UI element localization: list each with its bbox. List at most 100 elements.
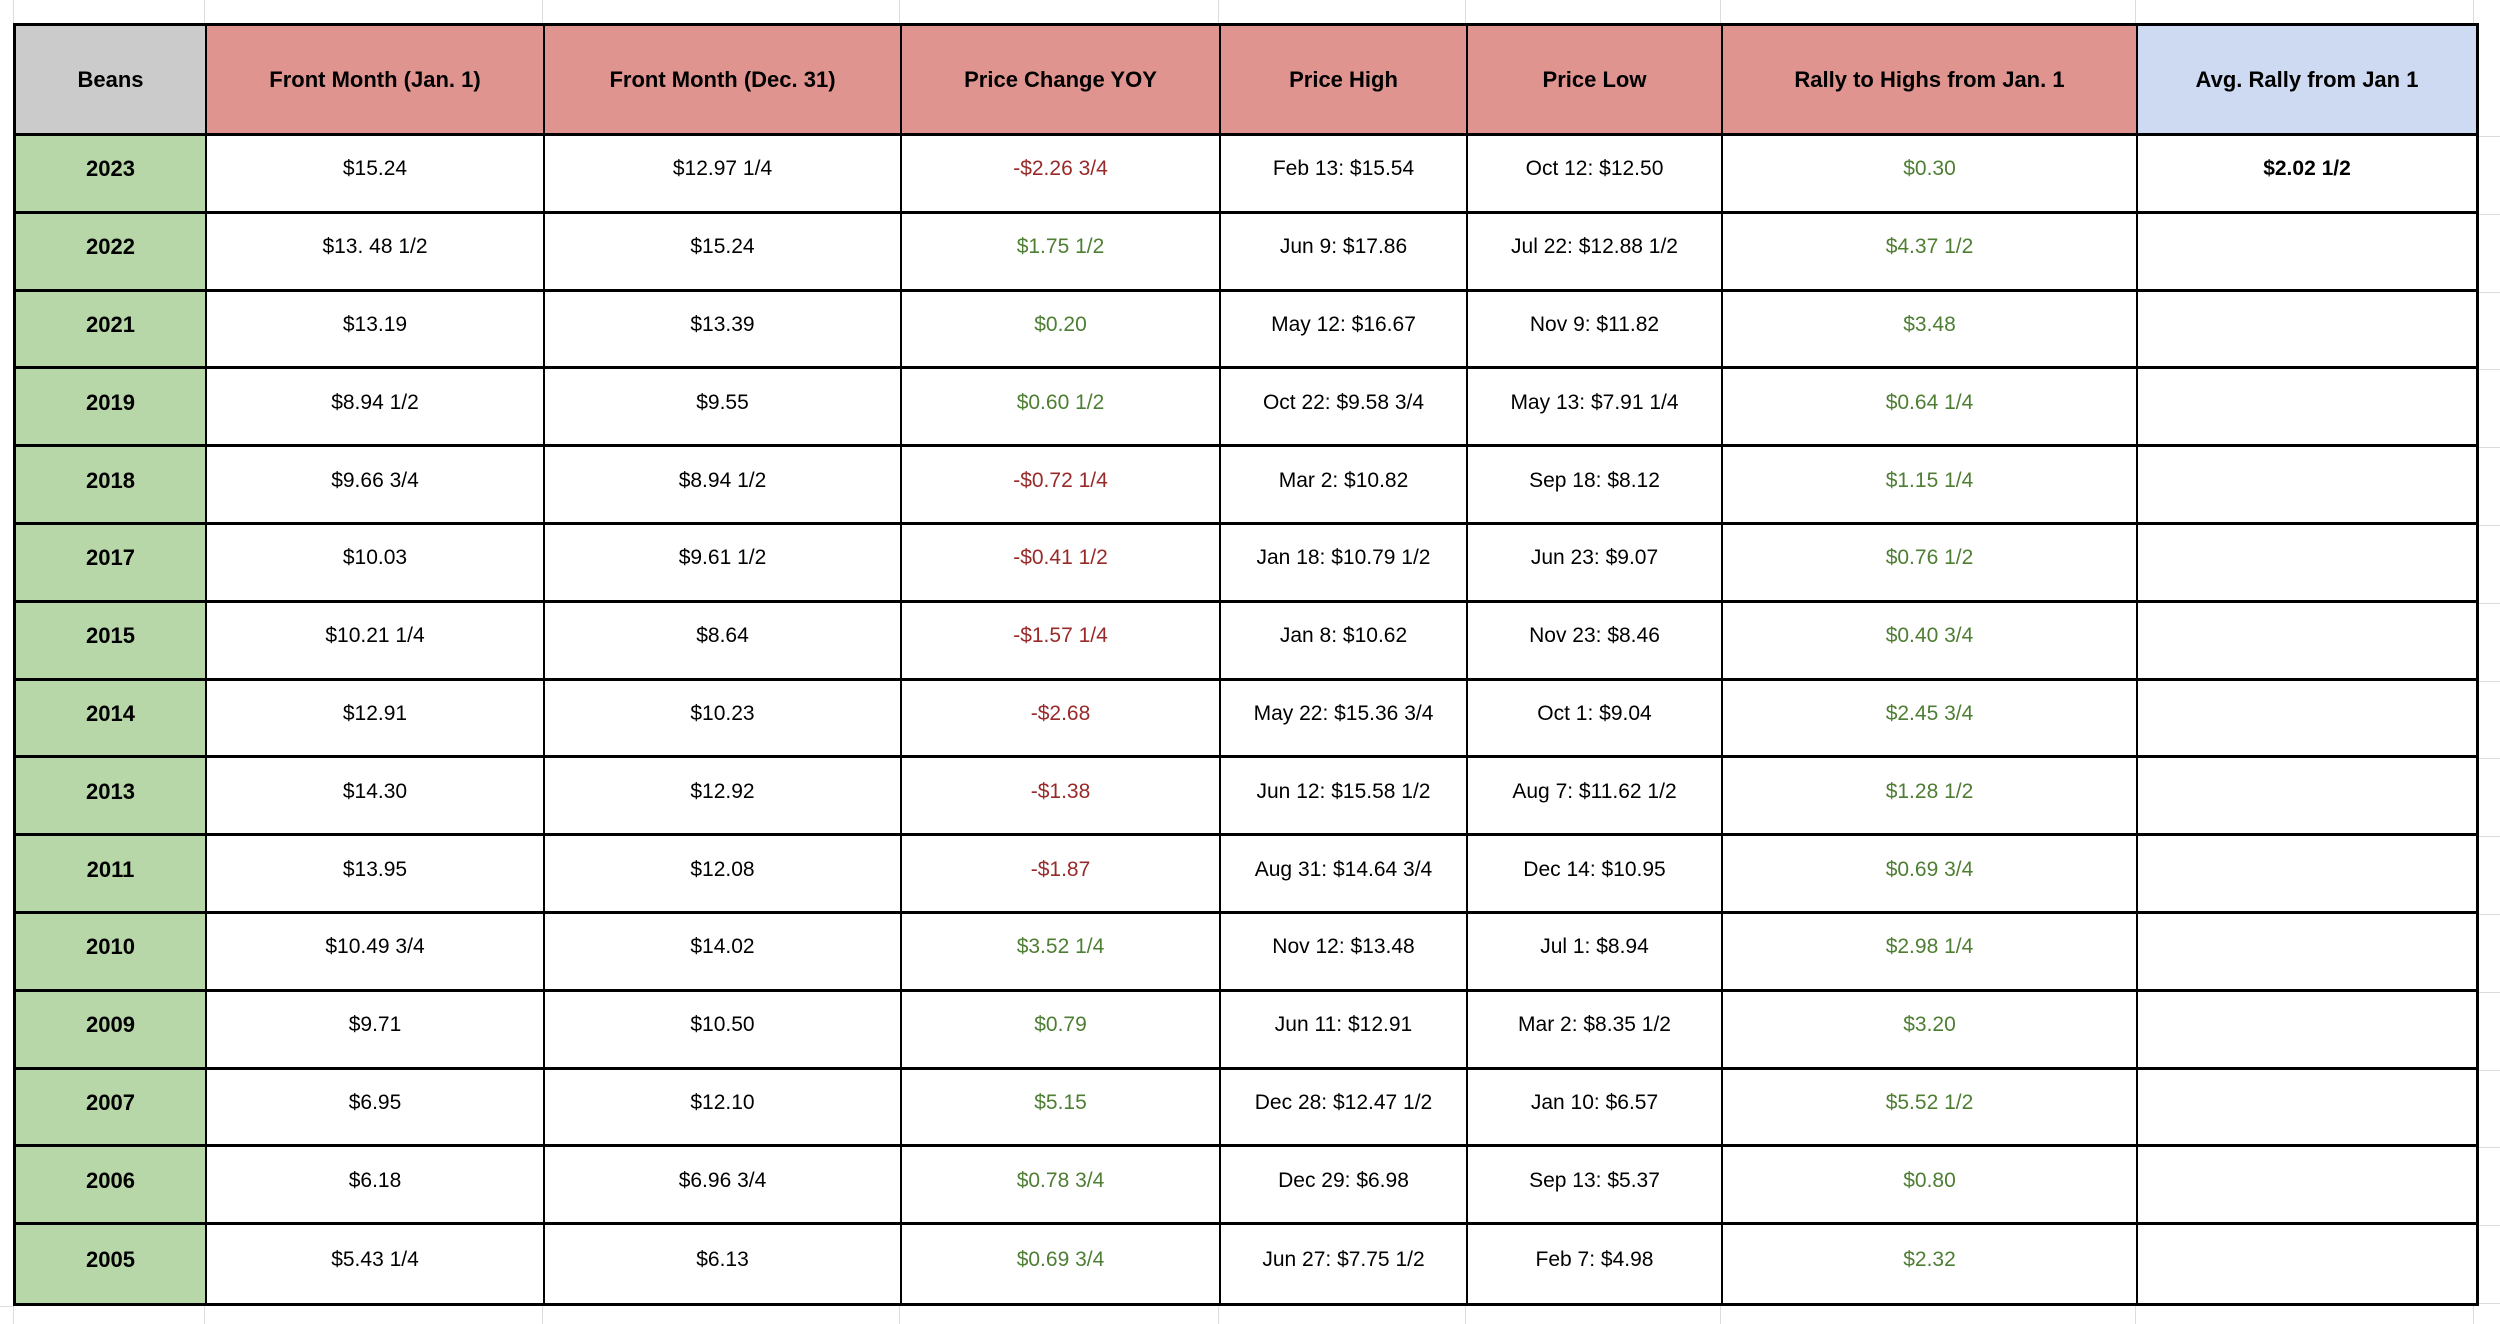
cell-year[interactable]: 2007 bbox=[16, 1069, 207, 1148]
header-cell-price-high[interactable]: Price High bbox=[1221, 26, 1468, 136]
header-cell-price-change-yoy[interactable]: Price Change YOY bbox=[902, 26, 1221, 136]
cell-price-low[interactable]: Jan 10: $6.57 bbox=[1468, 1069, 1723, 1148]
cell-front-month-jan1[interactable]: $9.71 bbox=[207, 991, 545, 1070]
cell-price-low[interactable]: Oct 12: $12.50 bbox=[1468, 136, 1723, 214]
cell-rally-to-highs[interactable]: $3.48 bbox=[1723, 291, 2138, 370]
cell-rally-to-highs[interactable]: $0.80 bbox=[1723, 1147, 2138, 1226]
cell-avg-rally[interactable] bbox=[2138, 291, 2476, 370]
cell-year[interactable]: 2021 bbox=[16, 291, 207, 370]
cell-rally-to-highs[interactable]: $0.30 bbox=[1723, 136, 2138, 214]
header-cell-front-month-dec31[interactable]: Front Month (Dec. 31) bbox=[545, 26, 902, 136]
cell-price-high[interactable]: May 12: $16.67 bbox=[1221, 291, 1468, 370]
cell-front-month-jan1[interactable]: $13.19 bbox=[207, 291, 545, 370]
header-cell-year[interactable]: Beans bbox=[16, 26, 207, 136]
cell-front-month-jan1[interactable]: $15.24 bbox=[207, 136, 545, 214]
cell-price-change-yoy[interactable]: $0.78 3/4 bbox=[902, 1147, 1221, 1226]
cell-front-month-jan1[interactable]: $9.66 3/4 bbox=[207, 447, 545, 525]
cell-price-high[interactable]: Oct 22: $9.58 3/4 bbox=[1221, 369, 1468, 448]
cell-price-low[interactable]: Jul 22: $12.88 1/2 bbox=[1468, 213, 1723, 292]
cell-year[interactable]: 2018 bbox=[16, 447, 207, 525]
cell-front-month-dec31[interactable]: $9.61 1/2 bbox=[545, 524, 902, 603]
cell-rally-to-highs[interactable]: $2.45 3/4 bbox=[1723, 680, 2138, 759]
cell-year[interactable]: 2006 bbox=[16, 1147, 207, 1226]
cell-rally-to-highs[interactable]: $4.37 1/2 bbox=[1723, 213, 2138, 292]
cell-rally-to-highs[interactable]: $0.40 3/4 bbox=[1723, 602, 2138, 681]
cell-avg-rally[interactable] bbox=[2138, 991, 2476, 1070]
cell-price-change-yoy[interactable]: $0.20 bbox=[902, 291, 1221, 370]
cell-price-high[interactable]: Feb 13: $15.54 bbox=[1221, 136, 1468, 214]
cell-price-change-yoy[interactable]: -$2.68 bbox=[902, 680, 1221, 759]
header-cell-front-month-jan1[interactable]: Front Month (Jan. 1) bbox=[207, 26, 545, 136]
cell-avg-rally[interactable] bbox=[2138, 1225, 2476, 1303]
cell-front-month-jan1[interactable]: $13. 48 1/2 bbox=[207, 213, 545, 292]
cell-avg-rally[interactable] bbox=[2138, 913, 2476, 992]
cell-price-low[interactable]: Mar 2: $8.35 1/2 bbox=[1468, 991, 1723, 1070]
cell-front-month-jan1[interactable]: $6.18 bbox=[207, 1147, 545, 1226]
cell-price-high[interactable]: Jun 12: $15.58 1/2 bbox=[1221, 758, 1468, 837]
cell-front-month-jan1[interactable]: $14.30 bbox=[207, 758, 545, 837]
cell-rally-to-highs[interactable]: $1.15 1/4 bbox=[1723, 447, 2138, 525]
cell-front-month-jan1[interactable]: $5.43 1/4 bbox=[207, 1225, 545, 1303]
cell-avg-rally[interactable] bbox=[2138, 1147, 2476, 1226]
cell-price-high[interactable]: Dec 29: $6.98 bbox=[1221, 1147, 1468, 1226]
cell-price-low[interactable]: May 13: $7.91 1/4 bbox=[1468, 369, 1723, 448]
cell-front-month-dec31[interactable]: $12.97 1/4 bbox=[545, 136, 902, 214]
cell-price-low[interactable]: Jul 1: $8.94 bbox=[1468, 913, 1723, 992]
cell-front-month-jan1[interactable]: $8.94 1/2 bbox=[207, 369, 545, 448]
cell-front-month-dec31[interactable]: $12.08 bbox=[545, 836, 902, 914]
cell-front-month-dec31[interactable]: $15.24 bbox=[545, 213, 902, 292]
cell-price-low[interactable]: Sep 18: $8.12 bbox=[1468, 447, 1723, 525]
cell-avg-rally[interactable] bbox=[2138, 602, 2476, 681]
cell-avg-rally[interactable]: $2.02 1/2 bbox=[2138, 136, 2476, 214]
header-cell-avg-rally[interactable]: Avg. Rally from Jan 1 bbox=[2138, 26, 2476, 136]
cell-price-change-yoy[interactable]: -$0.41 1/2 bbox=[902, 524, 1221, 603]
cell-year[interactable]: 2011 bbox=[16, 836, 207, 914]
cell-front-month-dec31[interactable]: $13.39 bbox=[545, 291, 902, 370]
cell-front-month-jan1[interactable]: $12.91 bbox=[207, 680, 545, 759]
cell-year[interactable]: 2017 bbox=[16, 524, 207, 603]
cell-price-high[interactable]: May 22: $15.36 3/4 bbox=[1221, 680, 1468, 759]
cell-avg-rally[interactable] bbox=[2138, 369, 2476, 448]
cell-avg-rally[interactable] bbox=[2138, 447, 2476, 525]
cell-front-month-dec31[interactable]: $8.94 1/2 bbox=[545, 447, 902, 525]
cell-price-change-yoy[interactable]: $0.69 3/4 bbox=[902, 1225, 1221, 1303]
cell-front-month-jan1[interactable]: $13.95 bbox=[207, 836, 545, 914]
cell-rally-to-highs[interactable]: $5.52 1/2 bbox=[1723, 1069, 2138, 1148]
cell-year[interactable]: 2009 bbox=[16, 991, 207, 1070]
cell-price-high[interactable]: Mar 2: $10.82 bbox=[1221, 447, 1468, 525]
cell-price-change-yoy[interactable]: -$0.72 1/4 bbox=[902, 447, 1221, 525]
cell-front-month-dec31[interactable]: $10.50 bbox=[545, 991, 902, 1070]
cell-avg-rally[interactable] bbox=[2138, 836, 2476, 914]
header-cell-rally-to-highs[interactable]: Rally to Highs from Jan. 1 bbox=[1723, 26, 2138, 136]
cell-rally-to-highs[interactable]: $0.76 1/2 bbox=[1723, 524, 2138, 603]
header-cell-price-low[interactable]: Price Low bbox=[1468, 26, 1723, 136]
cell-price-high[interactable]: Jan 18: $10.79 1/2 bbox=[1221, 524, 1468, 603]
cell-price-change-yoy[interactable]: $0.79 bbox=[902, 991, 1221, 1070]
cell-year[interactable]: 2023 bbox=[16, 136, 207, 214]
cell-year[interactable]: 2014 bbox=[16, 680, 207, 759]
cell-year[interactable]: 2005 bbox=[16, 1225, 207, 1303]
cell-front-month-jan1[interactable]: $10.21 1/4 bbox=[207, 602, 545, 681]
cell-front-month-dec31[interactable]: $14.02 bbox=[545, 913, 902, 992]
cell-price-change-yoy[interactable]: -$1.57 1/4 bbox=[902, 602, 1221, 681]
cell-avg-rally[interactable] bbox=[2138, 1069, 2476, 1148]
cell-price-low[interactable]: Sep 13: $5.37 bbox=[1468, 1147, 1723, 1226]
cell-price-high[interactable]: Jun 9: $17.86 bbox=[1221, 213, 1468, 292]
cell-price-change-yoy[interactable]: -$1.38 bbox=[902, 758, 1221, 837]
cell-price-change-yoy[interactable]: $1.75 1/2 bbox=[902, 213, 1221, 292]
cell-front-month-dec31[interactable]: $6.96 3/4 bbox=[545, 1147, 902, 1226]
cell-front-month-dec31[interactable]: $12.92 bbox=[545, 758, 902, 837]
cell-year[interactable]: 2022 bbox=[16, 213, 207, 292]
cell-price-high[interactable]: Jan 8: $10.62 bbox=[1221, 602, 1468, 681]
cell-year[interactable]: 2019 bbox=[16, 369, 207, 448]
cell-price-high[interactable]: Jun 27: $7.75 1/2 bbox=[1221, 1225, 1468, 1303]
cell-front-month-jan1[interactable]: $6.95 bbox=[207, 1069, 545, 1148]
cell-front-month-dec31[interactable]: $10.23 bbox=[545, 680, 902, 759]
cell-price-high[interactable]: Dec 28: $12.47 1/2 bbox=[1221, 1069, 1468, 1148]
cell-front-month-dec31[interactable]: $12.10 bbox=[545, 1069, 902, 1148]
cell-price-high[interactable]: Aug 31: $14.64 3/4 bbox=[1221, 836, 1468, 914]
cell-front-month-dec31[interactable]: $9.55 bbox=[545, 369, 902, 448]
cell-rally-to-highs[interactable]: $2.98 1/4 bbox=[1723, 913, 2138, 992]
cell-price-low[interactable]: Dec 14: $10.95 bbox=[1468, 836, 1723, 914]
cell-front-month-dec31[interactable]: $6.13 bbox=[545, 1225, 902, 1303]
